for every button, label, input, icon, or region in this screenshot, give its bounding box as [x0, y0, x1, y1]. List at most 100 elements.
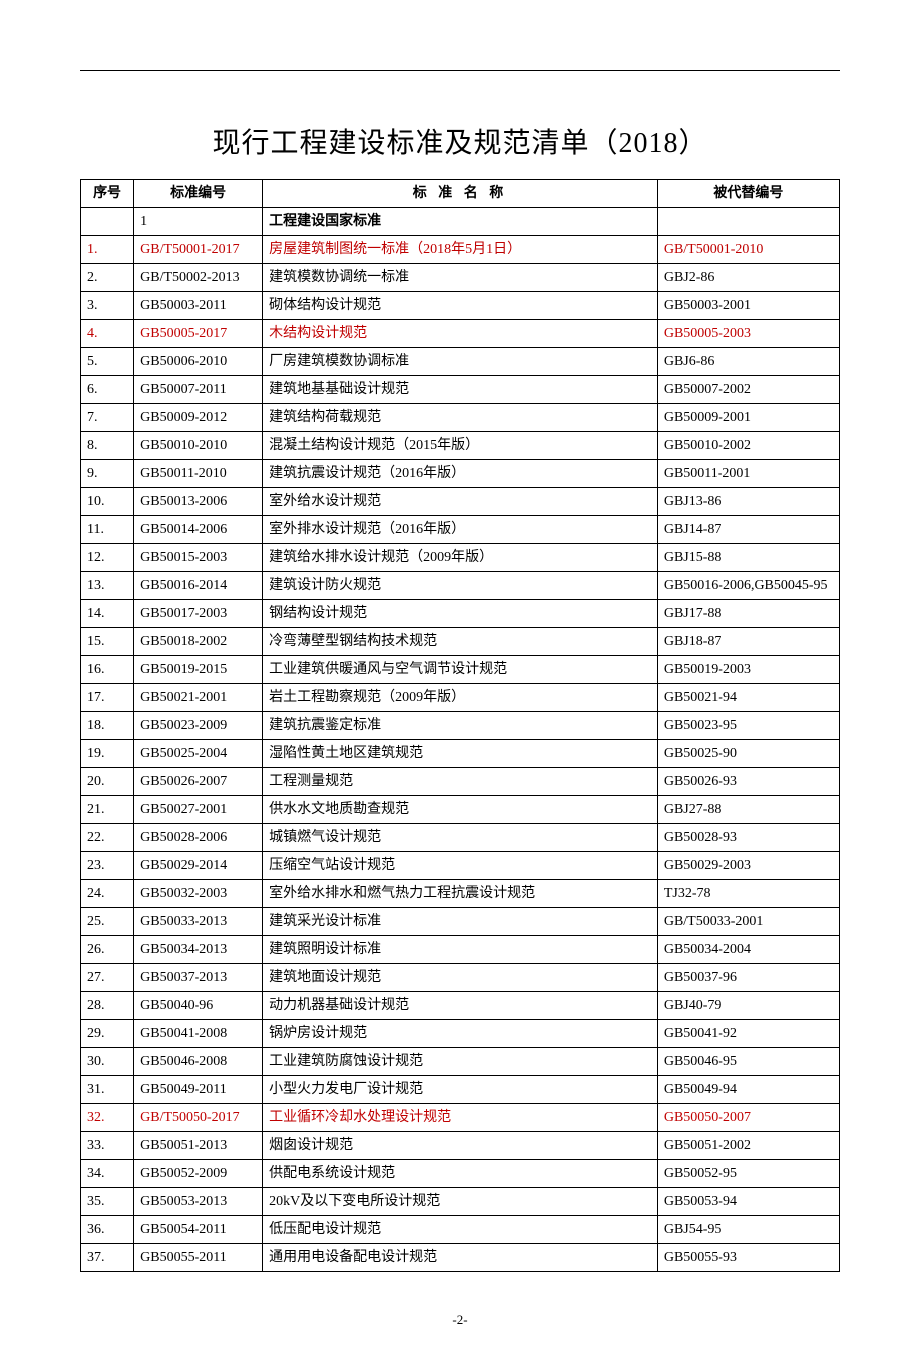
cell-seq: 16. — [81, 656, 134, 684]
cell-code: GB50049-2011 — [134, 1076, 263, 1104]
table-row: 22.GB50028-2006城镇燃气设计规范GB50028-93 — [81, 824, 840, 852]
cell-replaced: GBJ17-88 — [657, 600, 839, 628]
cell-code: GB50051-2013 — [134, 1132, 263, 1160]
cell-replaced: GBJ15-88 — [657, 544, 839, 572]
cell-name: 工业建筑供暖通风与空气调节设计规范 — [263, 656, 658, 684]
cell-code: GB50034-2013 — [134, 936, 263, 964]
cell-seq: 20. — [81, 768, 134, 796]
section-empty — [81, 208, 134, 236]
table-row: 8.GB50010-2010混凝土结构设计规范（2015年版）GB50010-2… — [81, 432, 840, 460]
cell-code: GB50037-2013 — [134, 964, 263, 992]
table-row: 3.GB50003-2011砌体结构设计规范GB50003-2001 — [81, 292, 840, 320]
cell-replaced: GBJ40-79 — [657, 992, 839, 1020]
cell-name: 建筑照明设计标准 — [263, 936, 658, 964]
table-row: 28.GB50040-96动力机器基础设计规范GBJ40-79 — [81, 992, 840, 1020]
cell-seq: 15. — [81, 628, 134, 656]
table-row: 4.GB50005-2017木结构设计规范GB50005-2003 — [81, 320, 840, 348]
cell-code: GB50053-2013 — [134, 1188, 263, 1216]
cell-name: 动力机器基础设计规范 — [263, 992, 658, 1020]
page-title: 现行工程建设标准及规范清单（2018） — [80, 121, 840, 161]
table-row: 12.GB50015-2003建筑给水排水设计规范（2009年版）GBJ15-8… — [81, 544, 840, 572]
cell-name: 锅炉房设计规范 — [263, 1020, 658, 1048]
cell-code: GB50003-2011 — [134, 292, 263, 320]
cell-seq: 24. — [81, 880, 134, 908]
table-row: 2.GB/T50002-2013建筑模数协调统一标准GBJ2-86 — [81, 264, 840, 292]
cell-code: GB50028-2006 — [134, 824, 263, 852]
cell-code: GB50046-2008 — [134, 1048, 263, 1076]
cell-code: GB50015-2003 — [134, 544, 263, 572]
cell-code: GB50005-2017 — [134, 320, 263, 348]
cell-name: 小型火力发电厂设计规范 — [263, 1076, 658, 1104]
cell-seq: 4. — [81, 320, 134, 348]
cell-code: GB50014-2006 — [134, 516, 263, 544]
table-row: 5.GB50006-2010厂房建筑模数协调标准GBJ6-86 — [81, 348, 840, 376]
cell-name: 建筑抗震设计规范（2016年版） — [263, 460, 658, 488]
cell-name: 供水水文地质勘查规范 — [263, 796, 658, 824]
cell-name: 通用用电设备配电设计规范 — [263, 1244, 658, 1272]
cell-seq: 2. — [81, 264, 134, 292]
standards-table: 序号 标准编号 标 准 名 称 被代替编号 1 工程建设国家标准 1.GB/T5… — [80, 179, 840, 1272]
table-row: 18.GB50023-2009建筑抗震鉴定标准GB50023-95 — [81, 712, 840, 740]
table-row: 19.GB50025-2004湿陷性黄土地区建筑规范GB50025-90 — [81, 740, 840, 768]
cell-code: GB50007-2011 — [134, 376, 263, 404]
cell-replaced: GB50026-93 — [657, 768, 839, 796]
table-row: 26.GB50034-2013建筑照明设计标准GB50034-2004 — [81, 936, 840, 964]
table-row: 27.GB50037-2013建筑地面设计规范GB50037-96 — [81, 964, 840, 992]
header-rule — [80, 70, 840, 71]
cell-name: 建筑给水排水设计规范（2009年版） — [263, 544, 658, 572]
cell-replaced: GBJ6-86 — [657, 348, 839, 376]
cell-name: 城镇燃气设计规范 — [263, 824, 658, 852]
cell-seq: 22. — [81, 824, 134, 852]
cell-code: GB50013-2006 — [134, 488, 263, 516]
cell-name: 砌体结构设计规范 — [263, 292, 658, 320]
header-seq: 序号 — [81, 180, 134, 208]
table-row: 9.GB50011-2010建筑抗震设计规范（2016年版）GB50011-20… — [81, 460, 840, 488]
cell-seq: 7. — [81, 404, 134, 432]
table-row: 29.GB50041-2008锅炉房设计规范GB50041-92 — [81, 1020, 840, 1048]
cell-name: 室外给水设计规范 — [263, 488, 658, 516]
cell-replaced: GB/T50033-2001 — [657, 908, 839, 936]
cell-name: 房屋建筑制图统一标准（2018年5月1日） — [263, 236, 658, 264]
cell-name: 工业循环冷却水处理设计规范 — [263, 1104, 658, 1132]
table-row: 36.GB50054-2011低压配电设计规范GBJ54-95 — [81, 1216, 840, 1244]
cell-code: GB50055-2011 — [134, 1244, 263, 1272]
cell-replaced: GB50055-93 — [657, 1244, 839, 1272]
table-row: 31.GB50049-2011小型火力发电厂设计规范GB50049-94 — [81, 1076, 840, 1104]
cell-code: GB50040-96 — [134, 992, 263, 1020]
cell-name: 建筑模数协调统一标准 — [263, 264, 658, 292]
cell-code: GB50009-2012 — [134, 404, 263, 432]
cell-seq: 30. — [81, 1048, 134, 1076]
page-footer: -2- — [80, 1312, 840, 1328]
section-title: 工程建设国家标准 — [263, 208, 658, 236]
cell-seq: 32. — [81, 1104, 134, 1132]
cell-seq: 19. — [81, 740, 134, 768]
cell-seq: 25. — [81, 908, 134, 936]
cell-replaced: GB50023-95 — [657, 712, 839, 740]
cell-code: GB50032-2003 — [134, 880, 263, 908]
cell-seq: 26. — [81, 936, 134, 964]
cell-seq: 9. — [81, 460, 134, 488]
cell-name: 建筑设计防火规范 — [263, 572, 658, 600]
cell-replaced: GB50046-95 — [657, 1048, 839, 1076]
table-row: 24.GB50032-2003室外给水排水和燃气热力工程抗震设计规范TJ32-7… — [81, 880, 840, 908]
cell-seq: 5. — [81, 348, 134, 376]
cell-code: GB50006-2010 — [134, 348, 263, 376]
cell-replaced: GB50005-2003 — [657, 320, 839, 348]
cell-seq: 37. — [81, 1244, 134, 1272]
section-row: 1 工程建设国家标准 — [81, 208, 840, 236]
cell-name: 工程测量规范 — [263, 768, 658, 796]
cell-name: 岩土工程勘察规范（2009年版） — [263, 684, 658, 712]
cell-seq: 3. — [81, 292, 134, 320]
cell-code: GB50033-2013 — [134, 908, 263, 936]
table-row: 7.GB50009-2012建筑结构荷载规范GB50009-2001 — [81, 404, 840, 432]
table-row: 13.GB50016-2014建筑设计防火规范GB50016-2006,GB50… — [81, 572, 840, 600]
cell-seq: 21. — [81, 796, 134, 824]
cell-code: GB50023-2009 — [134, 712, 263, 740]
cell-seq: 14. — [81, 600, 134, 628]
header-code: 标准编号 — [134, 180, 263, 208]
cell-name: 湿陷性黄土地区建筑规范 — [263, 740, 658, 768]
cell-code: GB50052-2009 — [134, 1160, 263, 1188]
cell-replaced: GB50028-93 — [657, 824, 839, 852]
table-row: 32.GB/T50050-2017工业循环冷却水处理设计规范GB50050-20… — [81, 1104, 840, 1132]
cell-replaced: TJ32-78 — [657, 880, 839, 908]
